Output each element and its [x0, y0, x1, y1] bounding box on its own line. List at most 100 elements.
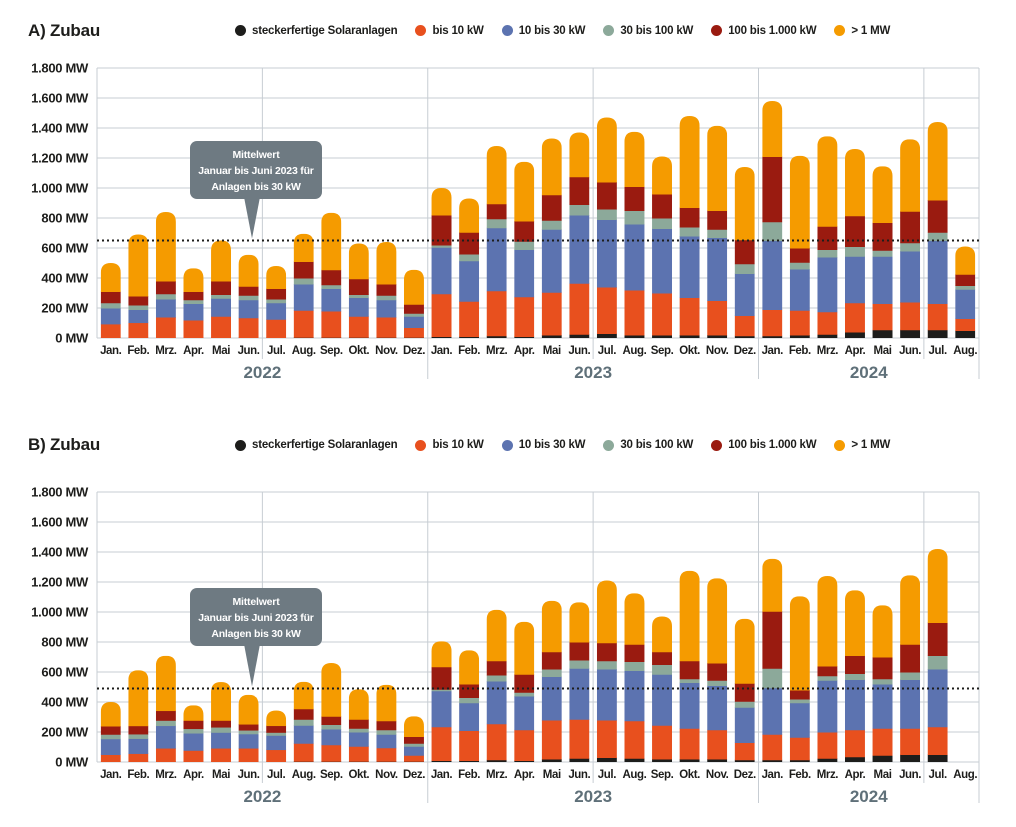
bar-2023-Okt [679, 570, 700, 762]
month-label: Jan. [431, 345, 453, 357]
month-label: Aug. [622, 769, 646, 781]
month-label: Dez. [403, 769, 425, 781]
month-label: Aug. [622, 345, 646, 357]
month-label: Apr. [183, 769, 204, 781]
bar-2023-Dez [734, 618, 755, 762]
month-label: Jun. [899, 769, 921, 781]
year-label: 2024 [850, 363, 888, 382]
y-tick-label: 1.000 MW [31, 181, 89, 196]
legend-item-10-bis-30-kw: 10 bis 30 kW [501, 25, 586, 37]
bar-2023-Apr [514, 161, 535, 338]
month-label: Dez. [403, 345, 425, 357]
panel-chart-b: B) Zubau steckerfertige Solaranlagen bis … [0, 385, 1016, 809]
annotation-text: Januar bis Juni 2023 für [198, 165, 314, 177]
legend-dot-icon [235, 439, 246, 451]
bar-2024-Jun [900, 575, 921, 762]
legend-item-bis-10-kw: bis 10 kW [415, 439, 484, 451]
legend-dot-icon [501, 25, 513, 36]
legend-label: > 1 MW [851, 24, 891, 37]
y-tick-label: 400 MW [41, 695, 89, 710]
legend-item-steckerfertige-solaranlagen: steckerfertige Solaranlagen [235, 439, 398, 451]
month-label: Okt. [348, 345, 369, 357]
legend-label: bis 10 kW [432, 24, 484, 37]
month-label: Jan. [100, 345, 122, 357]
bar-2022-Jul [266, 710, 287, 762]
month-label: Feb. [127, 769, 149, 781]
month-label: Apr. [845, 769, 866, 781]
mean-annotation-callout [190, 588, 322, 646]
bar-2023-Jun [569, 602, 590, 762]
month-label: Sep. [651, 345, 674, 357]
bar-2022-Dez [403, 716, 424, 762]
legend-item--1-mw: > 1 MW [834, 25, 890, 37]
bar-2023-Feb [459, 650, 480, 762]
year-label: 2023 [574, 787, 612, 806]
month-label: Aug. [953, 769, 977, 781]
month-label: Apr. [183, 345, 204, 357]
year-label: 2023 [574, 363, 612, 382]
annotation-text: Anlagen bis 30 kW [211, 628, 301, 640]
month-label: Feb. [789, 345, 811, 357]
bar-2022-Nov [376, 242, 397, 338]
month-label: Mrz. [817, 769, 839, 781]
month-label: Jan. [100, 769, 122, 781]
y-tick-label: 1.200 MW [31, 151, 89, 166]
legend-label: 100 bis 1.000 kW [728, 24, 817, 37]
legend-dot-icon [415, 25, 427, 36]
bar-2023-Jun [569, 132, 590, 338]
month-label: Okt. [679, 345, 700, 357]
year-label: 2022 [243, 363, 281, 382]
bar-2022-Mai [211, 682, 232, 762]
legend-label: 10 bis 30 kW [518, 439, 586, 451]
year-label: 2022 [243, 787, 281, 806]
month-label: Mrz. [155, 769, 177, 781]
bar-2022-Jan [100, 702, 121, 762]
bar-2023-Sep [652, 156, 673, 338]
month-label: Jun. [899, 345, 921, 357]
month-label: Aug. [292, 345, 316, 357]
year-label: 2024 [850, 787, 888, 806]
legend-dot-icon [834, 439, 846, 451]
bar-2022-Jun [238, 694, 259, 762]
bar-2022-Feb [128, 234, 149, 338]
bar-2024-Jul [927, 549, 948, 762]
month-label: Nov. [375, 345, 398, 357]
month-label: Nov. [375, 769, 398, 781]
annotation-text: Januar bis Juni 2023 für [198, 612, 314, 624]
bar-2023-Jan [431, 188, 452, 338]
chart-a-legend: steckerfertige Solaranlagen bis 10 kW 10 b… [235, 25, 890, 37]
month-label: Mrz. [155, 345, 177, 357]
month-label: Jul. [598, 345, 616, 357]
month-label: Apr. [514, 345, 535, 357]
month-label: Mrz. [817, 345, 839, 357]
month-label: Feb. [789, 769, 811, 781]
y-tick-label: 0 MW [55, 331, 89, 346]
chart-a-title: A) Zubau [28, 20, 101, 40]
y-tick-label: 1.800 MW [31, 485, 89, 500]
y-tick-label: 0 MW [55, 755, 89, 770]
bar-2024-Mrz [817, 576, 838, 762]
annotation-pointer [244, 197, 260, 239]
chart-b-header: B) Zubau steckerfertige Solaranlagen bis … [0, 385, 1016, 477]
legend-label: steckerfertige Solaranlagen [252, 24, 398, 37]
y-tick-label: 1.600 MW [31, 515, 89, 530]
legend-dot-icon [834, 25, 846, 36]
legend-label: 100 bis 1.000 kW [728, 439, 817, 451]
bar-2022-Okt [348, 243, 369, 338]
month-label: Mai [212, 769, 230, 781]
y-tick-label: 1.400 MW [31, 545, 89, 560]
bar-2023-Mai [541, 600, 562, 762]
bar-2022-Dez [403, 269, 424, 338]
month-label: Jul. [267, 769, 285, 781]
bar-2023-Nov [707, 578, 728, 762]
legend-item-30-bis-100-kw: 30 bis 100 kW [603, 25, 693, 37]
bar-2023-Jul [596, 580, 617, 762]
panel-chart-a: A) Zubau steckerfertige Solaranlagen bis … [0, 0, 1016, 385]
bar-2023-Jan [431, 641, 452, 762]
legend-item-30-bis-100-kw: 30 bis 100 kW [603, 439, 693, 451]
legend-item-bis-10-kw: bis 10 kW [415, 24, 484, 37]
month-label: Mrz. [486, 345, 508, 357]
y-tick-label: 1.800 MW [31, 61, 89, 76]
month-label: Jun. [568, 345, 590, 357]
y-tick-label: 800 MW [41, 635, 89, 650]
